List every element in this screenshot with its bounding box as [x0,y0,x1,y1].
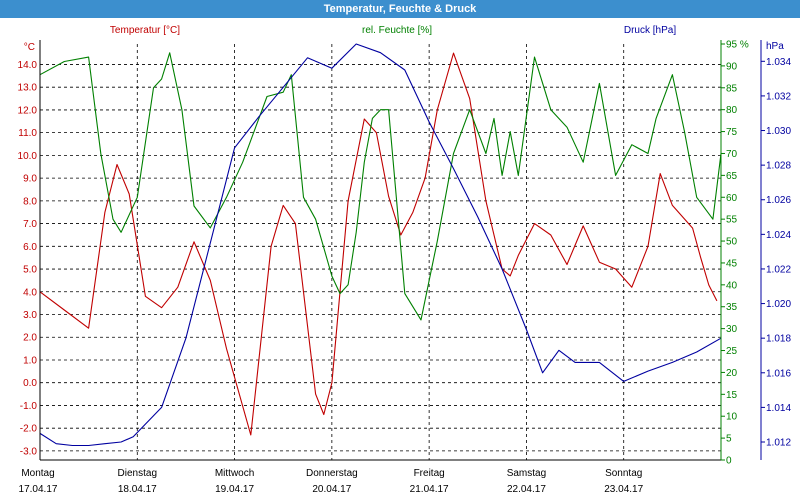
pressure-tick-label: 1.032 [766,91,791,102]
temperature-tick-label: 12.0 [18,105,38,116]
temperature-unit-label: °C [24,42,35,53]
temperature-tick-label: 9.0 [23,174,37,185]
temperature-tick-label: 6.0 [23,242,37,253]
x-tick-day-label: Samstag [507,468,546,479]
humidity-tick-label: 25 [726,346,738,357]
temperature-tick-label: 4.0 [23,287,37,298]
x-tick-date-label: 23.04.17 [604,484,643,495]
temperature-tick-label: 13.0 [18,83,38,94]
humidity-tick-label: 10 [726,412,738,423]
humidity-tick-label: 90 [726,61,738,72]
pressure-tick-label: 1.024 [766,230,791,241]
x-tick-day-label: Dienstag [118,468,157,479]
x-tick-date-label: 22.04.17 [507,484,546,495]
temperature-tick-label: -1.0 [20,401,38,412]
x-tick-date-label: 21.04.17 [410,484,449,495]
humidity-tick-label: 30 [726,324,738,335]
axes-layer: -3.0 -2.0 -1.0 0.0 1.0 2.0 3.0 4.0 5.0 6.0 7.0 8.0 9… [18,25,792,495]
pressure-tick-label: 1.016 [766,368,791,379]
humidity-tick-label: 5 [726,434,732,445]
humidity-tick-label: 60 [726,193,738,204]
pressure-tick-label: 1.018 [766,334,791,345]
humidity-tick-label: 75 [726,127,738,138]
temperature-tick-label: -3.0 [20,446,38,457]
humidity-tick-label: 20 [726,368,738,379]
temperature-tick-label: 14.0 [18,60,38,71]
humidity-tick-label: 15 [726,390,738,401]
temperature-tick-label: 1.0 [23,355,37,366]
x-tick-date-label: 17.04.17 [19,484,58,495]
temperature-tick-label: -2.0 [20,424,38,435]
x-tick-day-label: Mittwoch [215,468,254,479]
temperature-axis-title: Temperatur [°C] [110,25,180,36]
humidity-tick-label: 50 [726,237,738,248]
pressure-tick-label: 1.026 [766,195,791,206]
window-title: Temperatur, Feuchte & Druck [0,0,800,18]
pressure-tick-label: 1.014 [766,403,791,414]
temperature-tick-label: 2.0 [23,333,37,344]
x-tick-day-label: Montag [21,468,54,479]
temperature-tick-label: 11.0 [18,128,37,139]
humidity-tick-label: 85 [726,83,738,94]
humidity-tick-label: 65 [726,171,738,182]
x-tick-day-label: Freitag [414,468,445,479]
pressure-tick-label: 1.028 [766,161,791,172]
pressure-tick-label: 1.012 [766,438,791,449]
humidity-axis-title: rel. Feuchte [%] [362,25,432,36]
x-tick-date-label: 20.04.17 [312,484,351,495]
series-line-pressure [39,43,722,447]
temperature-tick-label: 3.0 [23,310,37,321]
series-line-temperature [39,52,718,436]
series-layer [39,43,722,447]
humidity-tick-label: 45 [726,258,738,269]
pressure-unit-label: hPa [766,41,784,52]
temperature-tick-label: 10.0 [18,151,38,162]
humidity-tick-label: 40 [726,280,738,291]
humidity-tick-label: 80 [726,105,738,116]
temperature-tick-label: 8.0 [23,196,37,207]
x-tick-day-label: Sonntag [605,468,642,479]
humidity-tick-label: 35 [726,302,738,313]
chart-background [0,18,800,500]
pressure-tick-label: 1.034 [766,57,791,68]
pressure-tick-label: 1.022 [766,264,791,275]
x-tick-day-label: Donnerstag [306,468,358,479]
humidity-tick-label: 55 [726,215,738,226]
humidity-tick-label: 95 % [726,40,749,51]
temperature-tick-label: 0.0 [23,378,37,389]
temperature-tick-label: 7.0 [23,219,37,230]
pressure-tick-label: 1.030 [766,126,791,137]
x-tick-date-label: 18.04.17 [118,484,157,495]
x-tick-date-label: 19.04.17 [215,484,254,495]
humidity-tick-label: 70 [726,149,738,160]
humidity-tick-label: 0 [726,456,732,467]
series-line-humidity [39,52,722,321]
pressure-tick-label: 1.020 [766,299,791,310]
pressure-axis-title: Druck [hPa] [624,25,676,36]
temperature-tick-label: 5.0 [23,265,37,276]
